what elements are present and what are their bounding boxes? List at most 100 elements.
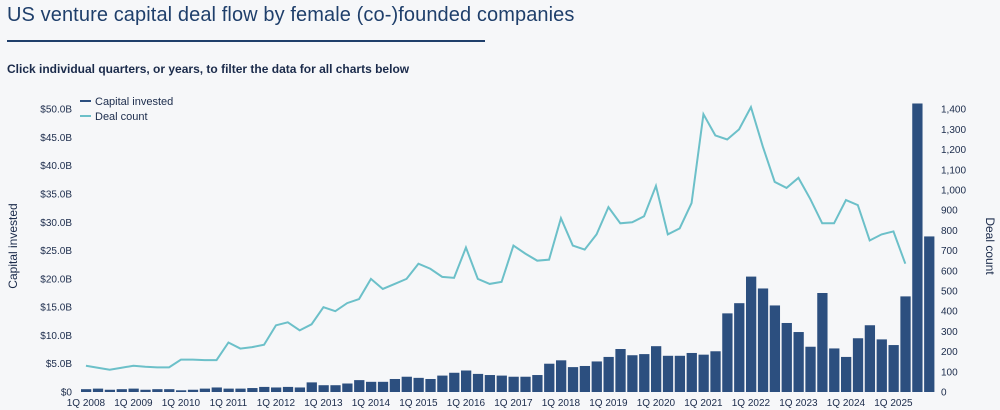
capital-bar[interactable] <box>259 386 270 392</box>
capital-bar[interactable] <box>900 296 911 392</box>
capital-bar[interactable] <box>484 375 496 392</box>
capital-bar[interactable] <box>282 386 294 392</box>
capital-bar[interactable] <box>912 103 923 393</box>
capital-bar[interactable] <box>757 288 769 392</box>
capital-bar[interactable] <box>544 363 555 392</box>
x-tick-label[interactable]: 1Q 2023 <box>779 398 818 409</box>
capital-bar[interactable] <box>888 345 899 392</box>
capital-bar[interactable] <box>651 346 662 392</box>
capital-bar[interactable] <box>852 338 864 392</box>
capital-bar[interactable] <box>674 355 686 392</box>
left-tick-label: $10.0B <box>40 331 72 342</box>
right-tick-label: 900 <box>941 206 958 217</box>
x-tick-label[interactable]: 1Q 2014 <box>352 398 391 409</box>
capital-bar[interactable] <box>425 378 436 392</box>
capital-bar[interactable] <box>389 378 401 392</box>
capital-bar[interactable] <box>615 349 626 392</box>
x-tick-label[interactable]: 1Q 2021 <box>684 398 723 409</box>
capital-bar[interactable] <box>520 376 531 392</box>
x-tick-label[interactable]: 1Q 2018 <box>542 398 581 409</box>
x-tick-label[interactable]: 1Q 2013 <box>304 398 343 409</box>
capital-bar[interactable] <box>746 276 757 392</box>
capital-bar[interactable] <box>176 390 187 392</box>
capital-bar[interactable] <box>662 355 674 392</box>
capital-bar[interactable] <box>377 381 389 392</box>
legend-deal-label[interactable]: Deal count <box>95 111 148 123</box>
capital-bar[interactable] <box>235 388 246 392</box>
x-tick-label[interactable]: 1Q 2019 <box>589 398 628 409</box>
x-tick-label[interactable]: 1Q 2011 <box>210 398 248 409</box>
capital-bar[interactable] <box>104 389 116 392</box>
capital-bar[interactable] <box>342 383 353 392</box>
x-tick-label[interactable]: 1Q 2010 <box>162 398 201 409</box>
capital-bar[interactable] <box>413 377 424 392</box>
capital-bar[interactable] <box>354 380 365 392</box>
capital-bar[interactable] <box>864 325 876 392</box>
x-tick-label[interactable]: 1Q 2008 <box>67 398 106 409</box>
right-tick-label: 1,400 <box>941 105 966 116</box>
capital-bar[interactable] <box>366 381 377 392</box>
capital-bar[interactable] <box>924 236 935 392</box>
capital-bar[interactable] <box>793 332 804 392</box>
capital-bar[interactable] <box>140 389 151 392</box>
capital-bar[interactable] <box>81 389 92 392</box>
capital-bar[interactable] <box>116 389 127 392</box>
capital-bar[interactable] <box>128 388 139 392</box>
x-tick-label[interactable]: 1Q 2022 <box>732 398 771 409</box>
x-tick-label[interactable]: 1Q 2012 <box>257 398 296 409</box>
left-tick-label: $30.0B <box>40 218 72 229</box>
capital-bar[interactable] <box>591 361 602 392</box>
capital-bar[interactable] <box>556 360 567 392</box>
capital-bar[interactable] <box>496 375 507 392</box>
capital-bar[interactable] <box>508 376 519 392</box>
capital-bar[interactable] <box>603 356 614 392</box>
capital-bar[interactable] <box>92 388 104 392</box>
x-tick-label[interactable]: 1Q 2016 <box>447 398 486 409</box>
legend-capital-label[interactable]: Capital invested <box>95 96 173 108</box>
capital-bar[interactable] <box>164 389 175 392</box>
capital-bar[interactable] <box>532 375 543 392</box>
capital-bar[interactable] <box>330 385 341 392</box>
capital-bar[interactable] <box>686 352 697 392</box>
capital-bar[interactable] <box>401 376 412 392</box>
capital-bar[interactable] <box>437 375 448 392</box>
capital-bar[interactable] <box>306 382 317 392</box>
capital-bar[interactable] <box>199 388 211 392</box>
capital-bar[interactable] <box>781 322 792 392</box>
capital-bar[interactable] <box>223 388 234 392</box>
left-axis-ticks: $0 $5.0B $10.0B $15.0B $20.0B $25.0B $30.0B $35… <box>40 105 72 399</box>
capital-bar[interactable] <box>152 389 163 392</box>
capital-bar[interactable] <box>294 387 306 392</box>
x-tick-label[interactable]: 1Q 2015 <box>399 398 438 409</box>
capital-bar[interactable] <box>579 365 591 392</box>
x-tick-label[interactable]: 1Q 2009 <box>114 398 153 409</box>
capital-bar[interactable] <box>187 389 199 392</box>
capital-bar[interactable] <box>247 388 258 392</box>
capital-bar[interactable] <box>734 303 745 392</box>
x-tick-label[interactable]: 1Q 2020 <box>637 398 676 409</box>
capital-bar[interactable] <box>627 355 638 392</box>
capital-bar[interactable] <box>567 367 579 392</box>
x-tick-label[interactable]: 1Q 2024 <box>827 398 866 409</box>
capital-bar[interactable] <box>769 305 781 392</box>
capital-bar[interactable] <box>271 387 282 392</box>
capital-bar[interactable] <box>211 387 222 392</box>
capital-bar[interactable] <box>698 354 709 392</box>
capital-bar[interactable] <box>722 313 733 392</box>
capital-bar[interactable] <box>829 348 840 392</box>
x-tick-label[interactable]: 1Q 2025 <box>874 398 913 409</box>
capital-bar[interactable] <box>472 373 484 392</box>
legend[interactable]: Capital invested Deal count <box>80 96 173 123</box>
capital-bar[interactable] <box>841 356 852 392</box>
capital-bar[interactable] <box>817 293 828 392</box>
capital-bar[interactable] <box>710 351 721 392</box>
right-tick-label: 600 <box>941 266 958 277</box>
capital-bar[interactable] <box>805 346 816 392</box>
x-tick-label[interactable]: 1Q 2017 <box>494 398 533 409</box>
capital-bar[interactable] <box>461 370 472 393</box>
capital-bar[interactable] <box>449 372 460 392</box>
capital-bar[interactable] <box>318 385 329 392</box>
capital-bar[interactable] <box>639 354 650 392</box>
capital-bar[interactable] <box>876 339 887 392</box>
